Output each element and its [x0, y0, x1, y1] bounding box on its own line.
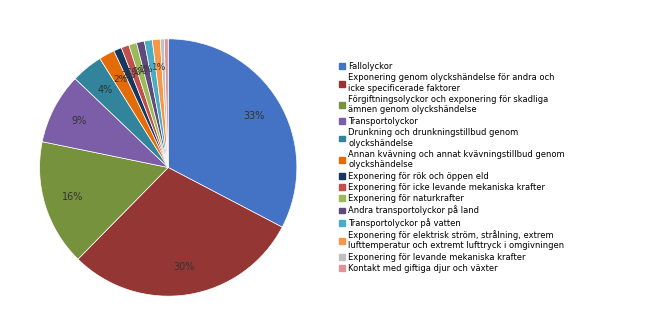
Wedge shape	[78, 168, 282, 296]
Wedge shape	[42, 79, 168, 168]
Wedge shape	[121, 45, 168, 168]
Text: 2%: 2%	[122, 71, 136, 80]
Wedge shape	[75, 59, 168, 168]
Text: 16%: 16%	[61, 192, 83, 202]
Wedge shape	[168, 39, 297, 227]
Text: 2%: 2%	[113, 75, 127, 84]
Wedge shape	[129, 43, 168, 168]
Text: 1%: 1%	[151, 63, 166, 72]
Legend: Fallolyckor, Exponering genom olyckshändelse för andra och
icke specificerade fa: Fallolyckor, Exponering genom olyckshänd…	[337, 60, 566, 275]
Wedge shape	[114, 48, 168, 168]
Wedge shape	[152, 39, 168, 168]
Text: 33%: 33%	[243, 111, 265, 121]
Wedge shape	[164, 39, 168, 168]
Wedge shape	[160, 39, 168, 168]
Wedge shape	[100, 51, 168, 168]
Wedge shape	[39, 142, 168, 259]
Text: 4%: 4%	[97, 85, 113, 95]
Wedge shape	[144, 40, 168, 168]
Text: 1%: 1%	[127, 68, 142, 77]
Text: 1%: 1%	[139, 65, 154, 74]
Text: 30%: 30%	[173, 262, 195, 272]
Text: 1%: 1%	[133, 67, 148, 76]
Wedge shape	[137, 41, 168, 168]
Text: 9%: 9%	[72, 116, 87, 126]
